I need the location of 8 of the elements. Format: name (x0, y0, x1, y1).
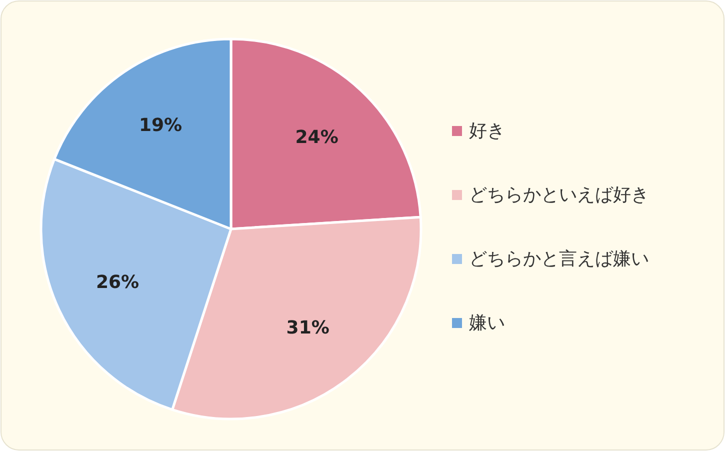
data-label: 31% (286, 318, 330, 339)
legend-label: どちらかといえば好き (469, 184, 649, 206)
data-label: 24% (295, 127, 338, 148)
legend-label: 嫌い (469, 312, 505, 334)
legend-label: どちらかと言えば嫌い (469, 248, 649, 270)
legend-label: 好き (469, 120, 505, 142)
data-label: 26% (96, 272, 140, 293)
data-label: 19% (138, 114, 182, 136)
